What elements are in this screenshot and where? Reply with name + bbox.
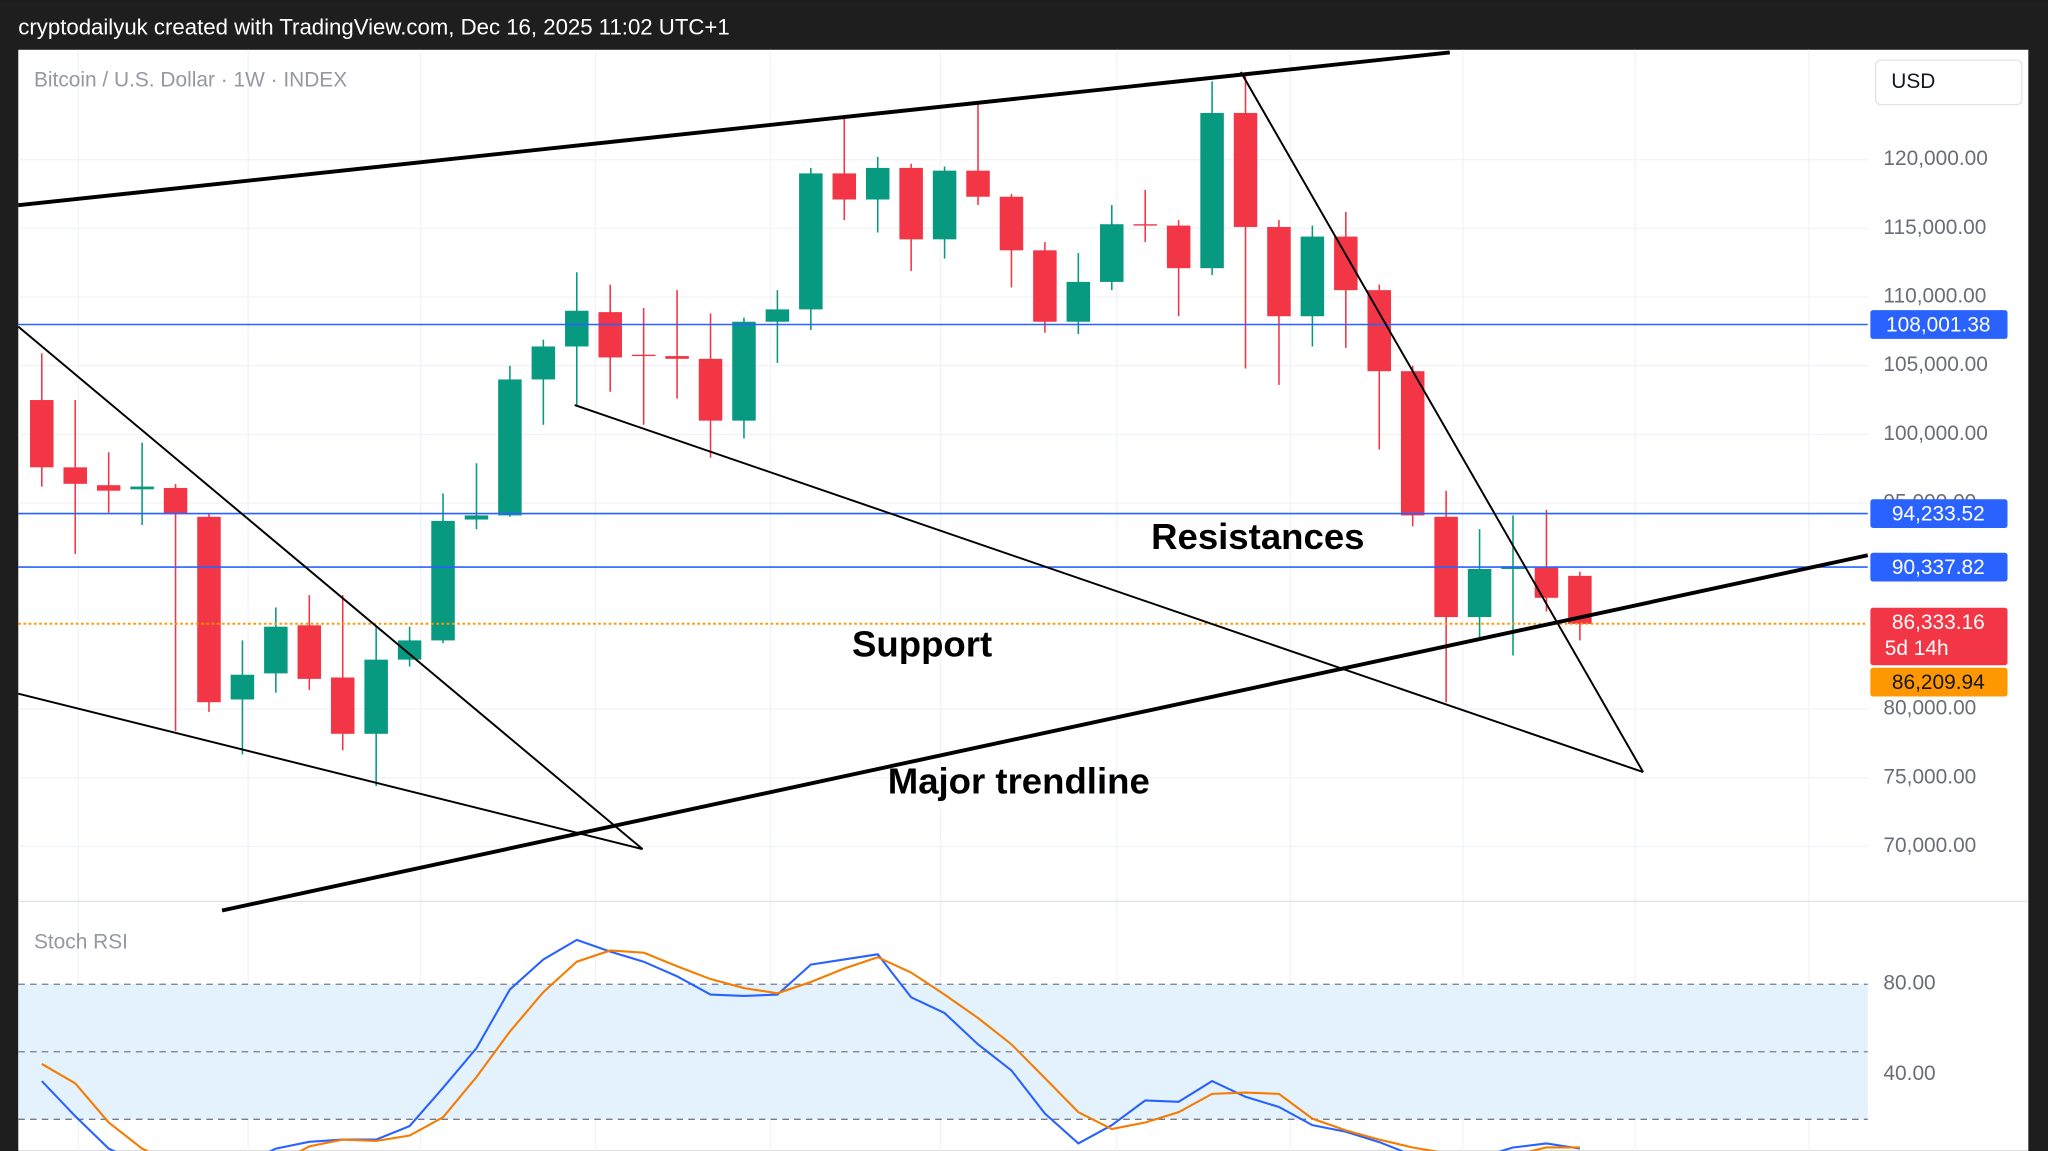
candle-body (865, 167, 890, 200)
candle-body (1300, 236, 1325, 317)
y-tick-label: 100,000.00 (1883, 422, 1987, 445)
annotation: Support (852, 623, 992, 664)
candle-body (1066, 281, 1091, 322)
candle-body (732, 321, 756, 421)
candle-body (297, 625, 322, 679)
candle-body (230, 674, 255, 700)
trendline (17, 325, 644, 850)
level-badge (1870, 310, 2008, 339)
currency-box[interactable] (1874, 59, 2023, 106)
trendline (1239, 71, 1644, 773)
y-tick-label: 70,000.00 (1883, 834, 1976, 857)
y-tick-label: 115,000.00 (1883, 216, 1986, 239)
candle-body (631, 354, 656, 357)
header-text: cryptodailyuk created with TradingView.c… (18, 15, 729, 40)
candle-body (163, 487, 188, 515)
candle-body (1166, 225, 1191, 269)
y-tick-label: 75,000.00 (1883, 765, 1976, 788)
candle-body (565, 310, 589, 347)
stoch-lines (41, 938, 1581, 1151)
candles (30, 74, 1592, 787)
candle-body (1267, 226, 1291, 317)
candle-body (431, 520, 455, 641)
symbol-legend: Bitcoin / U.S. Dollar · 1W · INDEX (34, 69, 347, 92)
candle-body (1133, 224, 1157, 226)
candle-body (464, 515, 489, 520)
candle-body (1033, 250, 1057, 322)
candle-body (63, 467, 87, 484)
annotation: Resistances (1151, 516, 1364, 557)
y-tick-label: 80.00 (1883, 972, 1935, 995)
right-border (2028, 49, 2048, 1151)
candle-body (1400, 371, 1425, 516)
indicator-title: Stoch RSI (34, 931, 128, 954)
last-price-badge (1870, 607, 2008, 666)
candle-body (130, 486, 154, 490)
last-price-label: 86,333.16 (1892, 611, 1985, 634)
candle-body (765, 309, 790, 322)
candle-body (498, 379, 522, 516)
reference-badge (1870, 667, 2008, 697)
level-badge (1870, 499, 2008, 528)
trendline (18, 692, 643, 851)
candle-body (264, 626, 288, 674)
y-tick-label: 120,000.00 (1883, 147, 1987, 170)
channel-top (18, 50, 1451, 208)
trendline (574, 404, 1644, 773)
y-tick-label: 40.00 (1883, 1062, 1935, 1085)
candle-body (1534, 567, 1559, 598)
candle-body (999, 196, 1024, 251)
candle-body (665, 356, 689, 359)
stoch-band (18, 984, 1868, 1120)
candle-body (1467, 568, 1492, 618)
candle-body (1367, 290, 1392, 372)
candle-body (30, 400, 54, 468)
annotation: Major trendline (888, 760, 1150, 801)
candle-body (598, 312, 622, 358)
y-tick-label: 110,000.00 (1883, 285, 1986, 308)
candle-body (932, 170, 957, 240)
stoch-pane (18, 900, 2029, 1151)
chart-area (18, 49, 2029, 1151)
candle-body (1568, 575, 1592, 624)
y-tick-label: 105,000.00 (1883, 353, 1987, 376)
candle-body (1233, 112, 1258, 227)
candle-body (364, 659, 388, 734)
candle-body (832, 173, 857, 200)
stoch-line (41, 949, 1580, 1151)
reference-label: 86,209.94 (1892, 671, 1985, 694)
candle-body (799, 173, 823, 310)
candle-body (397, 640, 422, 660)
stoch-line (41, 938, 1581, 1151)
candle-body (330, 677, 355, 734)
drawings (17, 50, 1869, 913)
candle-body (698, 358, 723, 421)
countdown: 5d 14h (1885, 637, 1949, 660)
candle-body (1334, 236, 1358, 291)
level-badge (1870, 552, 2008, 582)
y-tick-label: 80,000.00 (1883, 697, 1976, 720)
candle-body (899, 167, 923, 240)
price-pane (18, 74, 1868, 848)
candle-body (96, 485, 121, 491)
level-label: 90,337.82 (1892, 556, 1985, 579)
major-trendline (221, 553, 1869, 913)
currency: USD (1891, 70, 1935, 93)
candle-body (1200, 112, 1224, 269)
candle-body (197, 516, 221, 703)
level-label: 108,001.38 (1886, 313, 1990, 336)
candle-body (531, 346, 556, 380)
level-label: 94,233.52 (1892, 502, 1985, 525)
candle-body (966, 170, 990, 197)
candle-body (1100, 224, 1124, 282)
